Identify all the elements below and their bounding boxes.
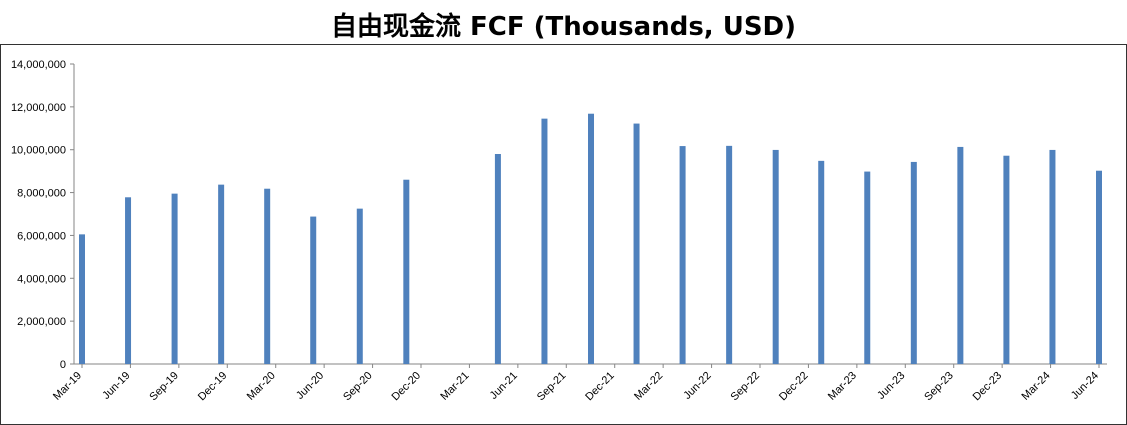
bar — [633, 123, 640, 364]
bar — [1003, 155, 1010, 364]
x-tick-label: Jun-19 — [100, 370, 132, 402]
x-tick-label: Dec-23 — [971, 370, 1005, 404]
x-tick-label: Sep-21 — [535, 370, 569, 404]
x-tick-label: Dec-22 — [777, 370, 811, 404]
bar — [726, 145, 733, 364]
bar — [818, 160, 825, 364]
x-tick-label: Mar-21 — [438, 370, 471, 403]
bar — [864, 171, 871, 364]
y-tick-label: 14,000,000 — [11, 59, 66, 71]
y-tick-label: 6,000,000 — [17, 230, 66, 242]
x-tick-label: Sep-22 — [729, 370, 763, 404]
bar — [957, 146, 964, 364]
bar — [494, 154, 501, 364]
bar — [264, 188, 271, 364]
x-tick-label: Sep-23 — [922, 370, 956, 404]
y-tick-label: 4,000,000 — [17, 273, 66, 285]
x-tick-label: Dec-20 — [390, 370, 424, 404]
x-tick-label: Mar-20 — [245, 370, 278, 403]
bar — [218, 184, 225, 364]
x-tick-label: Jun-20 — [294, 370, 326, 402]
x-tick-label: Sep-19 — [147, 370, 181, 404]
bar — [1096, 170, 1102, 364]
bar — [541, 118, 548, 365]
bar — [403, 179, 410, 364]
bar — [356, 208, 363, 364]
x-tick-label: Jun-21 — [488, 370, 520, 402]
y-tick-label: 0 — [60, 359, 66, 371]
x-tick-label: Jun-22 — [681, 370, 713, 402]
chart-title: 自由现金流 FCF (Thousands, USD) — [330, 12, 797, 42]
y-tick-label: 8,000,000 — [17, 188, 66, 200]
x-tick-label: Mar-19 — [51, 370, 84, 403]
x-tick-label: Jun-24 — [1069, 370, 1101, 402]
x-tick-label: Mar-23 — [826, 370, 859, 403]
bar — [125, 197, 132, 364]
bar — [310, 216, 317, 364]
bar — [910, 161, 917, 364]
x-tick-label: Dec-19 — [196, 370, 230, 404]
x-tick-label: Mar-24 — [1020, 370, 1053, 403]
bar — [679, 146, 686, 364]
x-tick-label: Mar-22 — [632, 370, 665, 403]
bar — [171, 193, 178, 364]
x-tick-label: Jun-23 — [875, 370, 907, 402]
x-tick-label: Sep-20 — [341, 370, 375, 404]
y-tick-label: 12,000,000 — [11, 102, 66, 114]
y-tick-label: 10,000,000 — [11, 145, 66, 157]
bar — [79, 234, 85, 364]
y-tick-label: 2,000,000 — [17, 316, 66, 328]
bar — [1049, 149, 1056, 364]
bar — [772, 149, 779, 364]
bar — [588, 113, 595, 364]
x-tick-label: Dec-21 — [583, 370, 617, 404]
